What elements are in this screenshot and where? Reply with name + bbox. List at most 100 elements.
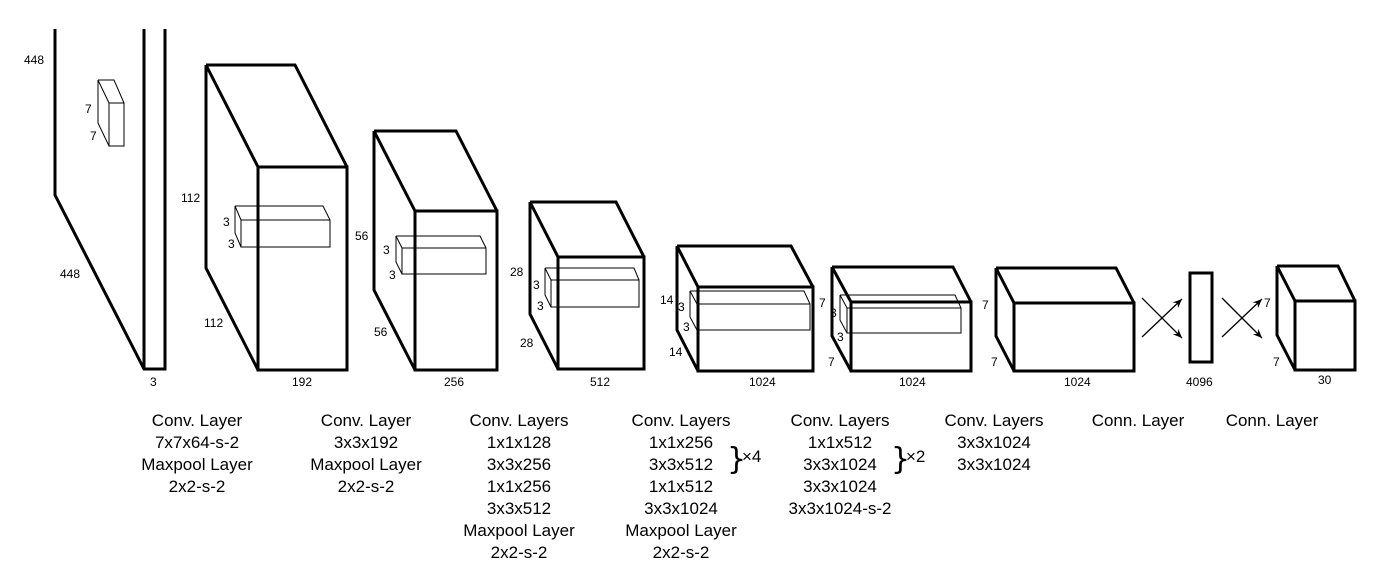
- caption-line: 3x3x1024: [803, 477, 877, 496]
- layer-captions: Conv. Layer 7x7x64-s-2 Maxpool Layer 2x2…: [141, 411, 1318, 562]
- caption-line: 1x1x256: [487, 477, 551, 496]
- caption-line: 1x1x128: [487, 433, 551, 452]
- repeat-count: ×4: [742, 447, 761, 466]
- caption-line: 2x2-s-2: [338, 477, 395, 496]
- layer6-depth-label: 1024: [1064, 375, 1091, 389]
- fully-connected-arrow: [1141, 298, 1183, 338]
- output-volume: [1275, 264, 1357, 372]
- output-depth-label: 30: [1318, 373, 1332, 387]
- arrowhead-icon: [1172, 299, 1182, 309]
- caption-line: 3x3x512: [487, 499, 551, 518]
- input-kernel-h-label: 7: [85, 102, 92, 116]
- repeat-count: ×2: [906, 447, 925, 466]
- layer2-height-label: 56: [355, 229, 369, 243]
- caption-line: 2x2-s-2: [653, 543, 710, 562]
- caption-line: 3x3x1024: [957, 455, 1031, 474]
- caption-line: Conv. Layers: [791, 411, 890, 430]
- caption-group-1: Conv. Layer 7x7x64-s-2 Maxpool Layer 2x2…: [141, 411, 253, 496]
- caption-group-6: Conv. Layers 3x3x1024 3x3x1024: [945, 411, 1044, 474]
- input-depth-label: 3: [150, 375, 157, 389]
- caption-line: Conv. Layer: [152, 411, 243, 430]
- layer4-kernel-h-label: 3: [678, 300, 685, 314]
- layer4-width-label: 14: [669, 345, 683, 359]
- caption-line: Conn. Layer: [1226, 411, 1319, 430]
- layer4-kernel-w-label: 3: [683, 320, 690, 334]
- layer3-height-label: 28: [510, 265, 524, 279]
- caption-line: 1x1x512: [649, 477, 713, 496]
- caption-line: 3x3x192: [334, 433, 398, 452]
- layer3-kernel-w-label: 3: [537, 299, 544, 313]
- input-width-label: 448: [60, 267, 80, 281]
- arrowhead-icon: [1172, 328, 1182, 338]
- layer3-depth-label: 512: [590, 375, 610, 389]
- layer-shapes: [53, 29, 1357, 373]
- layer4-depth-label: 1024: [749, 375, 776, 389]
- dimension-labels: 448 448 3 7 7 112 112 192 3 3 56 56 256 …: [24, 53, 1332, 389]
- layer2-kernel-h-label: 3: [383, 243, 390, 257]
- layer1-kernel-box: [234, 205, 331, 248]
- caption-line: 3x3x1024: [803, 455, 877, 474]
- caption-line: Conv. Layer: [321, 411, 412, 430]
- caption-line: 3x3x1024: [644, 499, 718, 518]
- layer1-depth-label: 192: [292, 375, 312, 389]
- caption-line: 3x3x512: [649, 455, 713, 474]
- layer5-width-label: 7: [828, 355, 835, 369]
- caption-line: Conn. Layer: [1092, 411, 1185, 430]
- caption-line: Conv. Layers: [945, 411, 1044, 430]
- output-width-label: 7: [1273, 355, 1280, 369]
- layer2-volume: [372, 129, 499, 372]
- layer6-volume: [994, 266, 1136, 373]
- input-kernel-box: [97, 79, 125, 147]
- fully-connected-arrow: [1221, 298, 1263, 338]
- layer4-kernel-box: [689, 290, 811, 331]
- caption-line: 7x7x64-s-2: [155, 433, 239, 452]
- caption-group-3: Conv. Layers 1x1x128 3x3x256 1x1x256 3x3…: [463, 411, 575, 562]
- caption-line: Maxpool Layer: [310, 455, 422, 474]
- caption-group-4: Conv. Layers 1x1x256 3x3x512 } ×4 1x1x51…: [625, 411, 761, 562]
- caption-line: 3x3x256: [487, 455, 551, 474]
- caption-line: Conv. Layers: [470, 411, 569, 430]
- layer6-height-label: 7: [982, 298, 989, 312]
- layer2-kernel-w-label: 3: [389, 268, 396, 282]
- repeat-brace: }: [727, 442, 746, 477]
- layer1-kernel-h-label: 3: [223, 215, 230, 229]
- caption-group-7: Conn. Layer: [1092, 411, 1185, 430]
- caption-group-2: Conv. Layer 3x3x192 Maxpool Layer 2x2-s-…: [310, 411, 422, 496]
- layer5-volume: [830, 265, 973, 373]
- caption-line: Maxpool Layer: [463, 521, 575, 540]
- layer3-kernel-box: [544, 267, 640, 308]
- caption-line: 3x3x1024-s-2: [788, 499, 891, 518]
- layer3-width-label: 28: [520, 336, 534, 350]
- layer3-volume: [528, 200, 646, 371]
- output-height-label: 7: [1264, 296, 1271, 310]
- layer5-kernel-h-label: 3: [830, 306, 837, 320]
- layer5-kernel-box: [839, 294, 962, 334]
- input-kernel-w-label: 7: [90, 129, 97, 143]
- layer4-height-label: 14: [660, 293, 674, 307]
- layer2-kernel-box: [395, 235, 487, 275]
- layer6-width-label: 7: [991, 355, 998, 369]
- layer1-volume: [204, 63, 349, 372]
- layer5-height-label: 7: [819, 296, 826, 310]
- arrowhead-icon: [1252, 299, 1262, 309]
- caption-line: 1x1x512: [808, 433, 872, 452]
- caption-line: Maxpool Layer: [625, 521, 737, 540]
- layer1-width-label: 112: [204, 316, 223, 330]
- fc1-depth-label: 4096: [1186, 375, 1213, 389]
- caption-group-5: Conv. Layers 1x1x512 3x3x1024 } ×2 3x3x1…: [788, 411, 925, 518]
- layer2-depth-label: 256: [444, 375, 464, 389]
- repeat-brace: }: [891, 442, 910, 477]
- layer3-kernel-h-label: 3: [533, 278, 540, 292]
- caption-group-8: Conn. Layer: [1226, 411, 1319, 430]
- layer1-height-label: 112: [181, 191, 200, 205]
- layer5-kernel-w-label: 3: [837, 330, 844, 344]
- layer5-depth-label: 1024: [899, 375, 926, 389]
- layer2-width-label: 56: [374, 325, 388, 339]
- input-height-label: 448: [24, 53, 44, 67]
- caption-line: 2x2-s-2: [169, 477, 226, 496]
- caption-line: Maxpool Layer: [141, 455, 253, 474]
- caption-line: 3x3x1024: [957, 433, 1031, 452]
- fc1-vector: [1188, 271, 1214, 364]
- layer4-volume: [675, 244, 815, 373]
